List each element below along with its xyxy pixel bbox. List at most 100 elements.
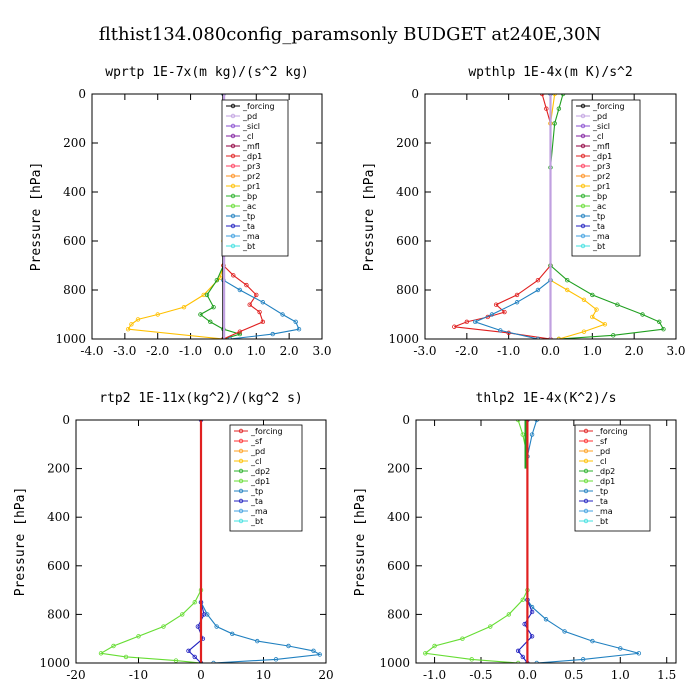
x-tick-label: -2.0 [146,344,169,358]
series-marker [514,292,520,298]
legend-entry: _ta [595,497,608,506]
y-axis-label: Pressure [hPa] [13,487,28,597]
legend-marker [580,183,586,189]
y-tick-label: 400 [387,510,410,524]
legend-marker [580,233,586,239]
y-tick-label: 800 [47,607,70,621]
series-marker [590,638,595,644]
legend-marker [230,223,236,229]
chart-panel-4: thlp2 1E-4x(K^2)/s Pressure [hPa] -1.0 -0.5… [353,391,677,682]
legend-entry: _pr2 [592,172,610,181]
legend-entry: _sicl [592,122,610,131]
legend-entry: _tp [250,487,263,496]
series-line-1 [99,589,202,663]
plot-frame [415,419,677,664]
y-tick-label: 0 [402,413,410,427]
x-tick-label: 1.0 [611,668,630,682]
legend-marker [230,233,236,239]
series-line-2 [200,602,322,663]
series-marker [317,652,322,657]
legend-marker [580,143,586,149]
series-marker [198,312,203,317]
series-marker [230,631,235,637]
legend-marker [583,508,589,514]
series-marker [640,312,645,317]
legend-entry: _dp1 [595,477,615,486]
series-marker [192,654,197,660]
y-tick-label: 200 [63,136,86,150]
series-marker [460,636,465,641]
legend-entry: _ac [242,202,256,211]
series-marker [208,319,213,325]
plot-frame [75,419,327,664]
legend-marker [238,518,244,524]
series-marker [201,612,207,617]
y-tick-label: 0 [62,413,70,427]
series-marker [257,309,262,315]
legend-entry: _pr2 [242,172,260,181]
panel-title: thlp2 1E-4x(K^2)/s [476,391,617,406]
legend-marker [583,458,589,464]
legend-entry: _tp [595,487,608,496]
series-marker [489,312,495,317]
y-tick-label: 800 [387,607,410,621]
y-tick-label: 800 [396,283,419,297]
legend-entry: _ma [595,507,613,516]
chart-panels: wprtp 1E-7x(m kg)/(s^2 kg) Pressure [hPa]… [13,65,686,682]
series-line-4 [473,94,552,339]
legend-entry: _tp [592,212,605,221]
series-line-3 [222,94,264,339]
plot-frame [424,93,677,340]
legend-entry: _bp [592,192,607,201]
series-marker [552,121,557,126]
series-marker [498,328,503,333]
plot-frame [91,93,323,340]
series-marker [544,106,549,111]
legend-entry: _ma [242,232,260,241]
series-marker [136,634,141,639]
series-marker [227,336,233,339]
legend-entry: _bt [250,517,263,526]
series-group [423,420,642,663]
series-marker [237,331,243,337]
legend-entry: _cl [595,457,607,466]
y-tick-label: 400 [396,185,419,199]
y-tick-label: 600 [387,559,410,573]
legend-marker [230,143,236,149]
y-tick-label: 0 [411,87,419,101]
legend-marker [580,193,586,199]
y-tick-label: 1000 [388,332,419,346]
series-marker [562,629,567,634]
legend-marker [583,468,589,474]
panel-title: wpthlp 1E-4x(m K)/s^2 [468,65,632,80]
y-tick-label: 1000 [39,656,70,670]
legend-marker [580,213,586,219]
legend-marker [580,133,586,139]
legend-entry: _dp1 [250,477,270,486]
series-marker [211,660,216,663]
y-tick-label: 600 [63,234,86,248]
legend-marker [580,123,586,129]
series-group [452,94,666,339]
legend-entry: _ma [592,232,610,241]
legend-marker [230,113,236,119]
legend-entry: _mfl [592,142,610,151]
series-marker [515,660,521,663]
figure-title: flthist134.080config_paramsonly BUDGET a… [99,24,601,45]
x-tick-label: 0.5 [564,668,583,682]
legend-entry: _pd [250,447,265,456]
x-tick-label: 2.0 [625,344,644,358]
series-marker [535,287,541,293]
series-marker [520,597,525,603]
x-tick-label: -1.0 [497,344,520,358]
series-marker [506,612,512,617]
legend-marker [583,478,589,484]
x-tick-label: 1.5 [657,668,676,682]
series-marker [204,292,210,298]
series-marker [432,643,437,649]
x-tick-label: 0.0 [541,344,560,358]
legend-entry: _forcing [595,427,628,436]
series-marker [661,327,666,332]
series-marker [515,648,521,654]
series-marker [529,432,535,437]
